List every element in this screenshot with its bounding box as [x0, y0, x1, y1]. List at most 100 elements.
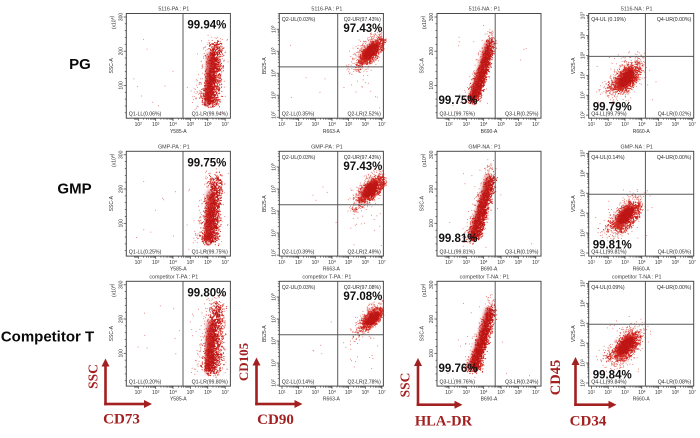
svg-text:Q2-UL(0.03%): Q2-UL(0.03%)	[282, 155, 316, 161]
svg-text:100: 100	[429, 349, 435, 358]
svg-text:V525-A: V525-A	[571, 325, 577, 342]
svg-text:103: 103	[312, 122, 320, 129]
svg-text:competitor T-NA : P1: competitor T-NA : P1	[612, 274, 662, 280]
svg-text:R663-A: R663-A	[323, 397, 341, 403]
svg-text:103: 103	[621, 259, 629, 266]
svg-text:97.43%: 97.43%	[343, 23, 382, 35]
svg-text:105: 105	[580, 189, 587, 197]
svg-text:107: 107	[532, 259, 540, 266]
svg-text:(x104): (x104)	[420, 16, 428, 30]
svg-text:104: 104	[638, 389, 646, 396]
svg-text:103: 103	[271, 359, 278, 367]
svg-text:102: 102	[445, 389, 453, 396]
svg-text:CD90: CD90	[257, 412, 294, 428]
svg-text:103: 103	[580, 359, 587, 367]
svg-text:GMP-NA : P1: GMP-NA : P1	[468, 144, 500, 150]
svg-text:200: 200	[429, 47, 435, 56]
svg-text:99.81%: 99.81%	[593, 239, 632, 251]
svg-text:Q4-UR(0.00%): Q4-UR(0.00%)	[657, 285, 692, 291]
svg-text:Y585-A: Y585-A	[170, 397, 187, 403]
svg-text:106: 106	[271, 293, 278, 301]
svg-text:102: 102	[271, 111, 278, 119]
svg-text:105: 105	[271, 47, 278, 55]
svg-text:Q4-UL(0.09%): Q4-UL(0.09%)	[591, 285, 625, 291]
svg-text:107: 107	[688, 122, 696, 129]
svg-text:102: 102	[271, 379, 278, 387]
svg-text:300: 300	[429, 150, 435, 159]
svg-text:B525-A: B525-A	[262, 195, 268, 212]
svg-text:106: 106	[580, 32, 587, 40]
svg-text:competitor T-PA : P1: competitor T-PA : P1	[302, 274, 351, 280]
svg-text:100: 100	[118, 349, 124, 358]
svg-text:103: 103	[152, 122, 160, 129]
svg-text:Q2-UR(97.08%): Q2-UR(97.08%)	[344, 285, 381, 291]
svg-text:5116-NA : P1: 5116-NA : P1	[621, 7, 653, 13]
svg-text:SSC: SSC	[398, 373, 413, 398]
svg-text:Competitor T: Competitor T	[1, 329, 94, 346]
svg-text:Q3-LR(0.25%): Q3-LR(0.25%)	[505, 112, 539, 118]
svg-text:102: 102	[445, 259, 453, 266]
svg-text:104: 104	[580, 339, 587, 347]
svg-text:R663-A: R663-A	[323, 267, 341, 273]
svg-text:Q4-LR(0.08%): Q4-LR(0.08%)	[658, 380, 692, 386]
svg-text:107: 107	[378, 389, 386, 396]
svg-text:300: 300	[118, 13, 124, 22]
svg-text:B690-A: B690-A	[481, 397, 498, 403]
svg-text:107: 107	[580, 280, 587, 288]
svg-text:Q2-LL(0.14%): Q2-LL(0.14%)	[282, 380, 315, 386]
svg-text:105: 105	[187, 389, 195, 396]
svg-text:106: 106	[204, 259, 212, 266]
svg-text:104: 104	[480, 389, 488, 396]
svg-text:107: 107	[580, 150, 587, 158]
svg-text:99.81%: 99.81%	[439, 233, 478, 245]
svg-text:200: 200	[429, 315, 435, 324]
svg-text:102: 102	[271, 249, 278, 257]
svg-text:CD45: CD45	[548, 360, 564, 395]
svg-text:V525-A: V525-A	[571, 195, 577, 212]
svg-text:99.79%: 99.79%	[593, 102, 632, 114]
svg-text:102: 102	[604, 389, 612, 396]
svg-text:107: 107	[378, 122, 386, 129]
svg-text:GMP-PA : P1: GMP-PA : P1	[311, 144, 343, 150]
svg-text:104: 104	[480, 122, 488, 129]
svg-text:103: 103	[312, 389, 320, 396]
svg-text:GMP-PA : P1: GMP-PA : P1	[158, 144, 190, 150]
svg-text:Q1-LL(0.20%): Q1-LL(0.20%)	[129, 380, 162, 386]
svg-text:SSC-A: SSC-A	[109, 57, 115, 73]
svg-text:103: 103	[580, 229, 587, 237]
svg-text:104: 104	[638, 259, 646, 266]
svg-text:CD34: CD34	[570, 414, 607, 430]
svg-text:Q4-LR(0.02%): Q4-LR(0.02%)	[658, 112, 692, 118]
svg-text:Q3-LR(0.24%): Q3-LR(0.24%)	[505, 380, 539, 386]
svg-text:107: 107	[532, 122, 540, 129]
svg-text:107: 107	[221, 389, 229, 396]
svg-text:104: 104	[580, 71, 587, 79]
svg-text:97.43%: 97.43%	[343, 161, 382, 173]
svg-text:105: 105	[187, 259, 195, 266]
svg-text:(x104): (x104)	[420, 283, 428, 297]
svg-text:106: 106	[515, 122, 523, 129]
svg-text:107: 107	[221, 259, 229, 266]
svg-text:Q2-LR(2.52%): Q2-LR(2.52%)	[347, 112, 381, 118]
svg-text:B525-A: B525-A	[262, 325, 268, 342]
svg-text:104: 104	[271, 69, 278, 77]
svg-text:106: 106	[672, 259, 680, 266]
svg-text:Q4-UL(0.14%): Q4-UL(0.14%)	[591, 155, 625, 161]
svg-text:104: 104	[328, 259, 336, 266]
svg-text:5116-PA : P1: 5116-PA : P1	[158, 7, 189, 13]
svg-text:105: 105	[345, 389, 353, 396]
svg-text:Q4-UL (0.19%): Q4-UL (0.19%)	[591, 17, 626, 23]
svg-text:Q1-LL(0.06%): Q1-LL(0.06%)	[129, 112, 162, 118]
svg-text:102: 102	[580, 379, 587, 387]
svg-text:103: 103	[271, 91, 278, 99]
svg-text:102: 102	[580, 249, 587, 257]
svg-text:103: 103	[580, 91, 587, 99]
svg-text:105: 105	[497, 259, 505, 266]
svg-text:105: 105	[497, 122, 505, 129]
svg-text:107: 107	[688, 259, 696, 266]
svg-text:101: 101	[588, 122, 596, 129]
svg-text:Q1-LL(0.25%): Q1-LL(0.25%)	[129, 250, 162, 256]
svg-text:106: 106	[515, 389, 523, 396]
svg-text:V525-A: V525-A	[571, 57, 577, 74]
svg-text:R660-A: R660-A	[633, 267, 651, 273]
